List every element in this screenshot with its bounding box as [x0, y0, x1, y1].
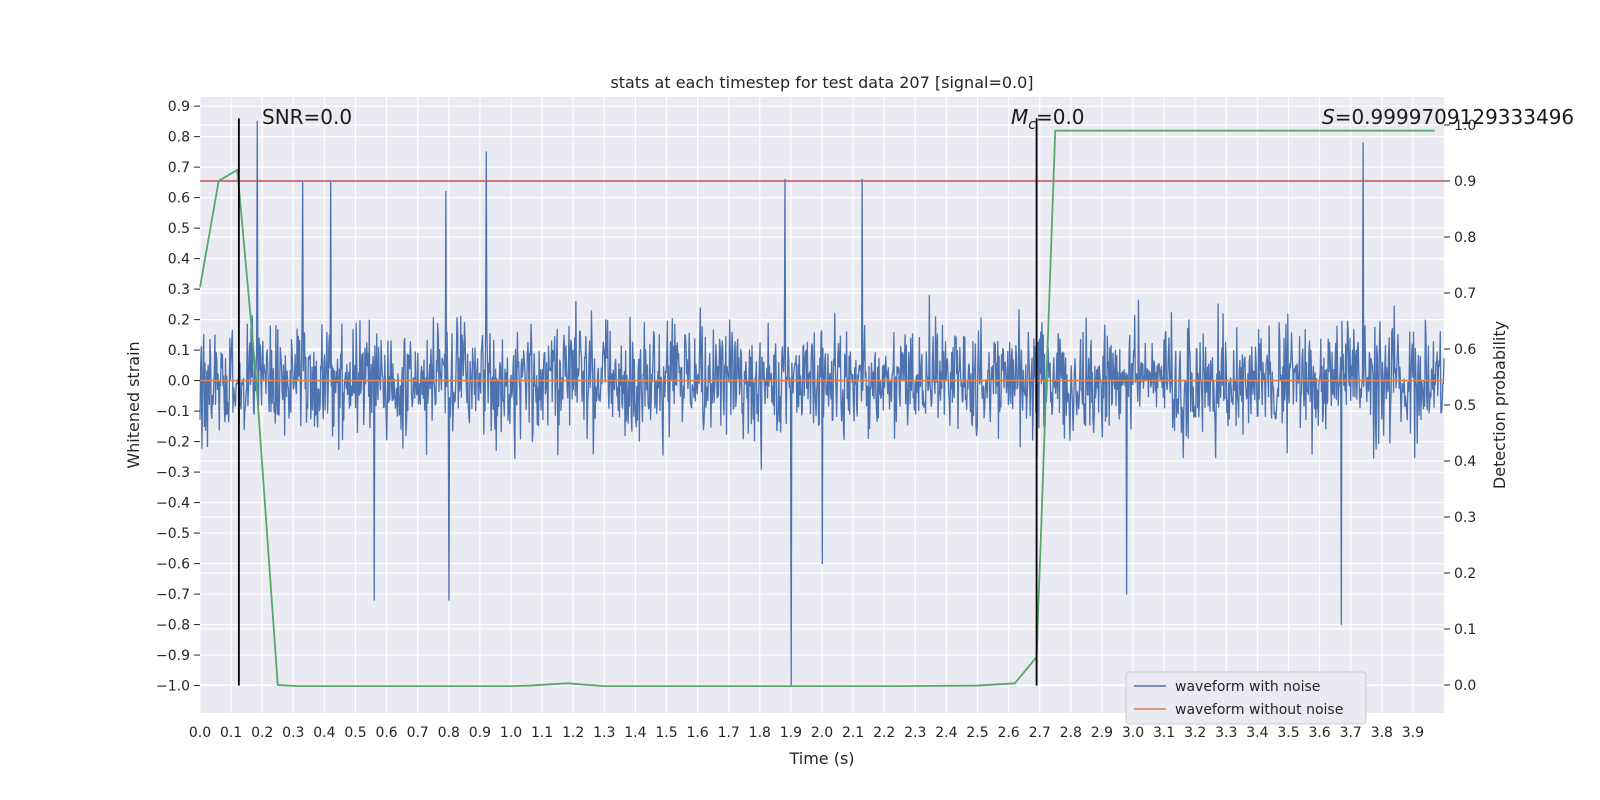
- y-tick-label: −0.1: [156, 404, 190, 420]
- y-tick-label: −0.9: [156, 648, 190, 664]
- y-tick-label: −0.6: [156, 557, 190, 573]
- chirp-mass-subscript: c: [1028, 117, 1036, 133]
- x-tick-label: 2.1: [842, 725, 864, 741]
- x-tick-label: 2.0: [811, 725, 833, 741]
- chart-title: stats at each timestep for test data 207…: [610, 73, 1033, 92]
- y-tick-label: 0.6: [168, 191, 190, 207]
- y-tick-label: 0.2: [168, 313, 190, 329]
- x-tick-label: 3.7: [1340, 725, 1362, 741]
- x-axis: 0.0 0.1 0.2 0.3 0.4 0.5 0.6 0.7 0.8 0.9 1.0 1.1 1.2 1…: [189, 725, 1424, 741]
- y-tick-label: 0.5: [168, 221, 190, 237]
- y-tick-label: −0.7: [156, 587, 190, 603]
- y2-axis-label: Detection probability: [1490, 321, 1509, 489]
- x-tick-label: 2.7: [1029, 725, 1051, 741]
- snr-annotation: SNR=0.0: [262, 105, 352, 129]
- x-tick-label: 1.4: [624, 725, 646, 741]
- x-tick-label: 3.5: [1277, 725, 1299, 741]
- x-tick-label: 2.2: [873, 725, 895, 741]
- legend-label-clean: waveform without noise: [1175, 702, 1343, 718]
- x-tick-label: 3.9: [1402, 725, 1424, 741]
- x-tick-label: 1.2: [562, 725, 584, 741]
- x-tick-label: 0.9: [469, 725, 491, 741]
- legend-label-noise: waveform with noise: [1175, 679, 1320, 695]
- series-line-waveform-with-noise: [199, 120, 1445, 687]
- y2-tick-label: 0.9: [1454, 174, 1476, 190]
- x-tick-label: 1.0: [500, 725, 522, 741]
- chirp-mass-symbol: M: [1011, 105, 1028, 129]
- x-tick-label: 0.2: [251, 725, 273, 741]
- y2-tick-label: 0.1: [1454, 622, 1476, 638]
- legend: waveform with noise waveform without noi…: [1125, 671, 1367, 725]
- x-tick-label: 3.3: [1215, 725, 1237, 741]
- x-tick-label: 2.6: [997, 725, 1019, 741]
- x-tick-label: 2.8: [1060, 725, 1082, 741]
- y2-tick-label: 0.2: [1454, 566, 1476, 582]
- score-annotation: S=0.9999709129333496: [1322, 105, 1574, 129]
- x-tick-label: 0.7: [407, 725, 429, 741]
- x-tick-label: 3.2: [1184, 725, 1206, 741]
- y-tick-label: 0.0: [168, 374, 190, 390]
- y-axis-left: 0.9 0.8 0.7 0.6 0.5 0.4 0.3 0.2 0.1 0.0 −0.1 −0.2 −0…: [156, 99, 200, 695]
- x-tick-label: 1.8: [749, 725, 771, 741]
- x-tick-label: 3.4: [1246, 725, 1268, 741]
- x-tick-label: 1.7: [718, 725, 740, 741]
- y-tick-label: 0.7: [168, 160, 190, 176]
- y-tick-label: −0.5: [156, 526, 190, 542]
- x-tick-label: 0.1: [220, 725, 242, 741]
- y2-tick-label: 0.3: [1454, 510, 1476, 526]
- x-tick-label: 2.9: [1091, 725, 1113, 741]
- y-tick-label: 0.8: [168, 130, 190, 146]
- x-axis-label: Time (s): [788, 749, 854, 768]
- x-tick-label: 0.3: [282, 725, 304, 741]
- x-tick-label: 0.8: [438, 725, 460, 741]
- y2-tick-label: 0.0: [1454, 678, 1476, 694]
- x-tick-label: 0.6: [375, 725, 397, 741]
- y-tick-label: 0.9: [168, 99, 190, 115]
- y2-tick-label: 0.5: [1454, 398, 1476, 414]
- y-axis-label: Whitened strain: [124, 341, 143, 468]
- score-value: =0.9999709129333496: [1335, 105, 1574, 129]
- y-tick-label: 0.1: [168, 343, 190, 359]
- y-tick-label: −0.3: [156, 465, 190, 481]
- y-tick-label: −0.2: [156, 435, 190, 451]
- y2-tick-label: 0.6: [1454, 342, 1476, 358]
- y-tick-label: 0.4: [168, 252, 190, 268]
- y-tick-label: −0.4: [156, 496, 190, 512]
- chirp-mass-annotation: Mc=0.0: [1011, 105, 1085, 133]
- x-tick-label: 3.8: [1371, 725, 1393, 741]
- x-tick-label: 1.6: [686, 725, 708, 741]
- x-tick-label: 3.1: [1153, 725, 1175, 741]
- y-tick-label: −1.0: [156, 679, 190, 695]
- y2-tick-label: 0.8: [1454, 230, 1476, 246]
- x-tick-label: 0.5: [344, 725, 366, 741]
- y2-tick-label: 0.4: [1454, 454, 1476, 470]
- y2-tick-label: 1.0: [1454, 118, 1476, 134]
- x-tick-label: 1.9: [780, 725, 802, 741]
- plot-content: [199, 118, 1445, 688]
- chirp-mass-value: =0.0: [1036, 105, 1085, 129]
- x-tick-label: 1.3: [593, 725, 615, 741]
- y-axis-right: 1.0 0.9 0.8 0.7 0.6 0.5 0.4 0.3 0.2 0.1 0.0: [1444, 118, 1476, 694]
- y-tick-label: −0.8: [156, 618, 190, 634]
- score-symbol: S: [1322, 105, 1335, 129]
- legend-box: [1125, 671, 1367, 725]
- x-tick-label: 3.6: [1308, 725, 1330, 741]
- series-line-detection-probability: [199, 129, 1435, 688]
- x-tick-label: 0.0: [189, 725, 211, 741]
- x-tick-label: 1.5: [655, 725, 677, 741]
- x-tick-label: 2.3: [904, 725, 926, 741]
- x-tick-label: 1.1: [531, 725, 553, 741]
- x-tick-label: 2.5: [966, 725, 988, 741]
- x-tick-label: 0.4: [313, 725, 335, 741]
- y2-tick-label: 0.7: [1454, 286, 1476, 302]
- x-tick-label: 3.0: [1122, 725, 1144, 741]
- y-tick-label: 0.3: [168, 282, 190, 298]
- x-tick-label: 2.4: [935, 725, 957, 741]
